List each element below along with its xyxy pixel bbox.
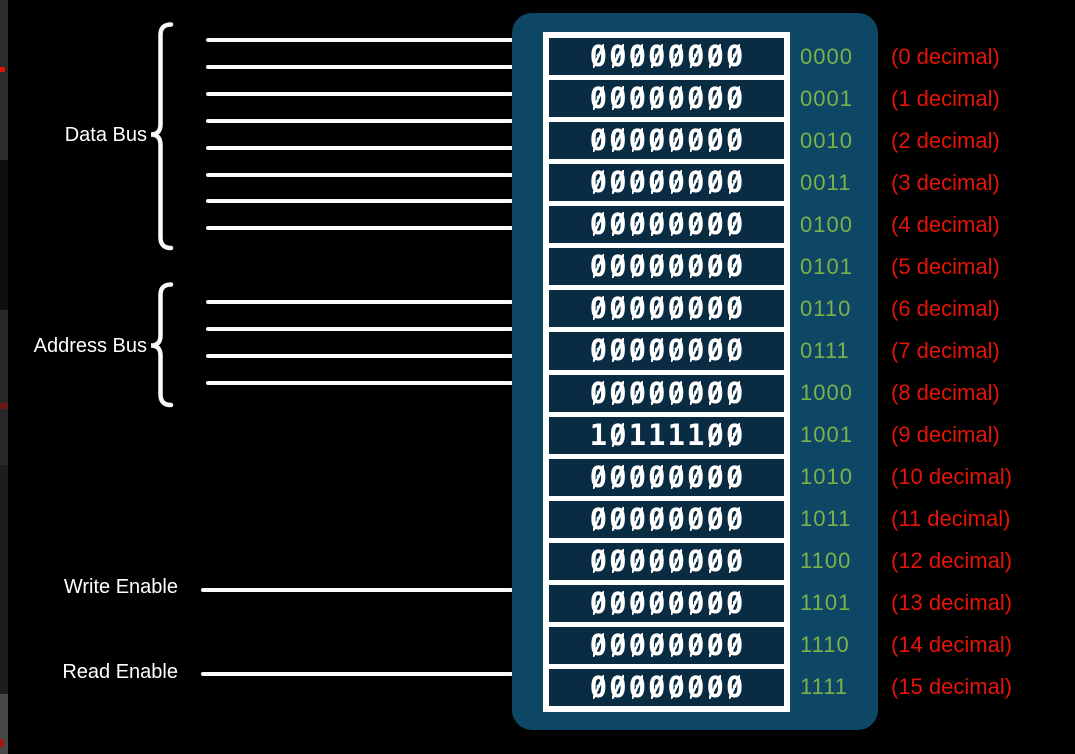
decimal-label: (3 decimal): [891, 169, 1000, 195]
address-label: 0000: [800, 43, 853, 69]
data-bus-wire: [206, 145, 513, 150]
write-enable-wire: [201, 588, 513, 592]
decimal-label: (5 decimal): [891, 253, 1000, 279]
data-bus-wire: [206, 199, 513, 204]
address-label: 1101: [800, 590, 852, 616]
data-bus-brace: [150, 22, 174, 251]
data-bus-wire: [206, 226, 513, 231]
address-label: 0010: [800, 127, 853, 153]
data-bus-wire: [206, 172, 513, 177]
decimal-column: (0 decimal) (1 decimal) (2 decimal) (3 deci…: [891, 32, 1075, 712]
edge-segment: [0, 160, 8, 310]
decimal-label: (4 decimal): [891, 211, 1000, 237]
address-label: 0100: [800, 211, 853, 237]
edge-segment: [0, 694, 8, 754]
address-bus-brace: [150, 282, 174, 408]
decimal-label: (12 decimal): [891, 548, 1013, 574]
edge-segment: [0, 465, 8, 694]
address-label: 1110: [800, 632, 850, 658]
edge-red-tick: [0, 739, 4, 747]
write-enable-label: Write Enable: [63, 576, 178, 598]
data-bus-wire: [206, 64, 513, 69]
decimal-label: (10 decimal): [891, 464, 1013, 490]
address-label: 1111: [800, 674, 849, 700]
address-column: 0000 0001 0010 0011 0100 0101 0110 0111 1000 1001…: [800, 32, 872, 712]
read-enable-label: Read Enable: [62, 661, 178, 683]
address-label: 0101: [800, 253, 853, 279]
address-label: 0110: [800, 295, 852, 321]
decimal-label: (1 decimal): [891, 85, 1000, 111]
address-bus-wire: [206, 381, 513, 385]
address-label: 1011: [800, 506, 852, 532]
data-bus-wire: [206, 91, 513, 96]
address-label: 1010: [800, 464, 853, 490]
edge-segment: [0, 310, 8, 465]
address-label: 0001: [800, 85, 853, 111]
screen-edge-strip: [0, 0, 8, 754]
read-enable-wire: [201, 672, 513, 676]
decimal-label: (0 decimal): [891, 43, 1000, 69]
decimal-label: (8 decimal): [891, 380, 1000, 406]
address-label: 0011: [800, 169, 852, 195]
data-bus-label: Data Bus: [64, 124, 147, 146]
decimal-label: (9 decimal): [891, 422, 1000, 448]
address-bus-label: Address Bus: [33, 335, 147, 357]
address-bus-wire: [206, 354, 513, 358]
address-label: 1000: [800, 380, 853, 406]
decimal-label: (13 decimal): [891, 590, 1013, 616]
address-label: 0111: [800, 337, 850, 363]
decimal-label: (11 decimal): [891, 506, 1011, 532]
decimal-label: (15 decimal): [891, 674, 1013, 700]
edge-red-tick: [0, 403, 8, 409]
decimal-label: (6 decimal): [891, 295, 1000, 321]
decimal-label: (2 decimal): [891, 127, 1000, 153]
data-bus-wire: [206, 38, 513, 42]
address-bus-wire: [206, 300, 513, 304]
edge-segment: [0, 0, 8, 160]
edge-red-tick: [0, 67, 5, 72]
address-label: 1001: [800, 422, 853, 448]
decimal-label: (14 decimal): [891, 632, 1013, 658]
data-bus-wire: [206, 118, 513, 123]
address-label: 1100: [800, 548, 852, 574]
address-bus-wire: [206, 327, 513, 331]
decimal-label: (7 decimal): [891, 337, 1000, 363]
